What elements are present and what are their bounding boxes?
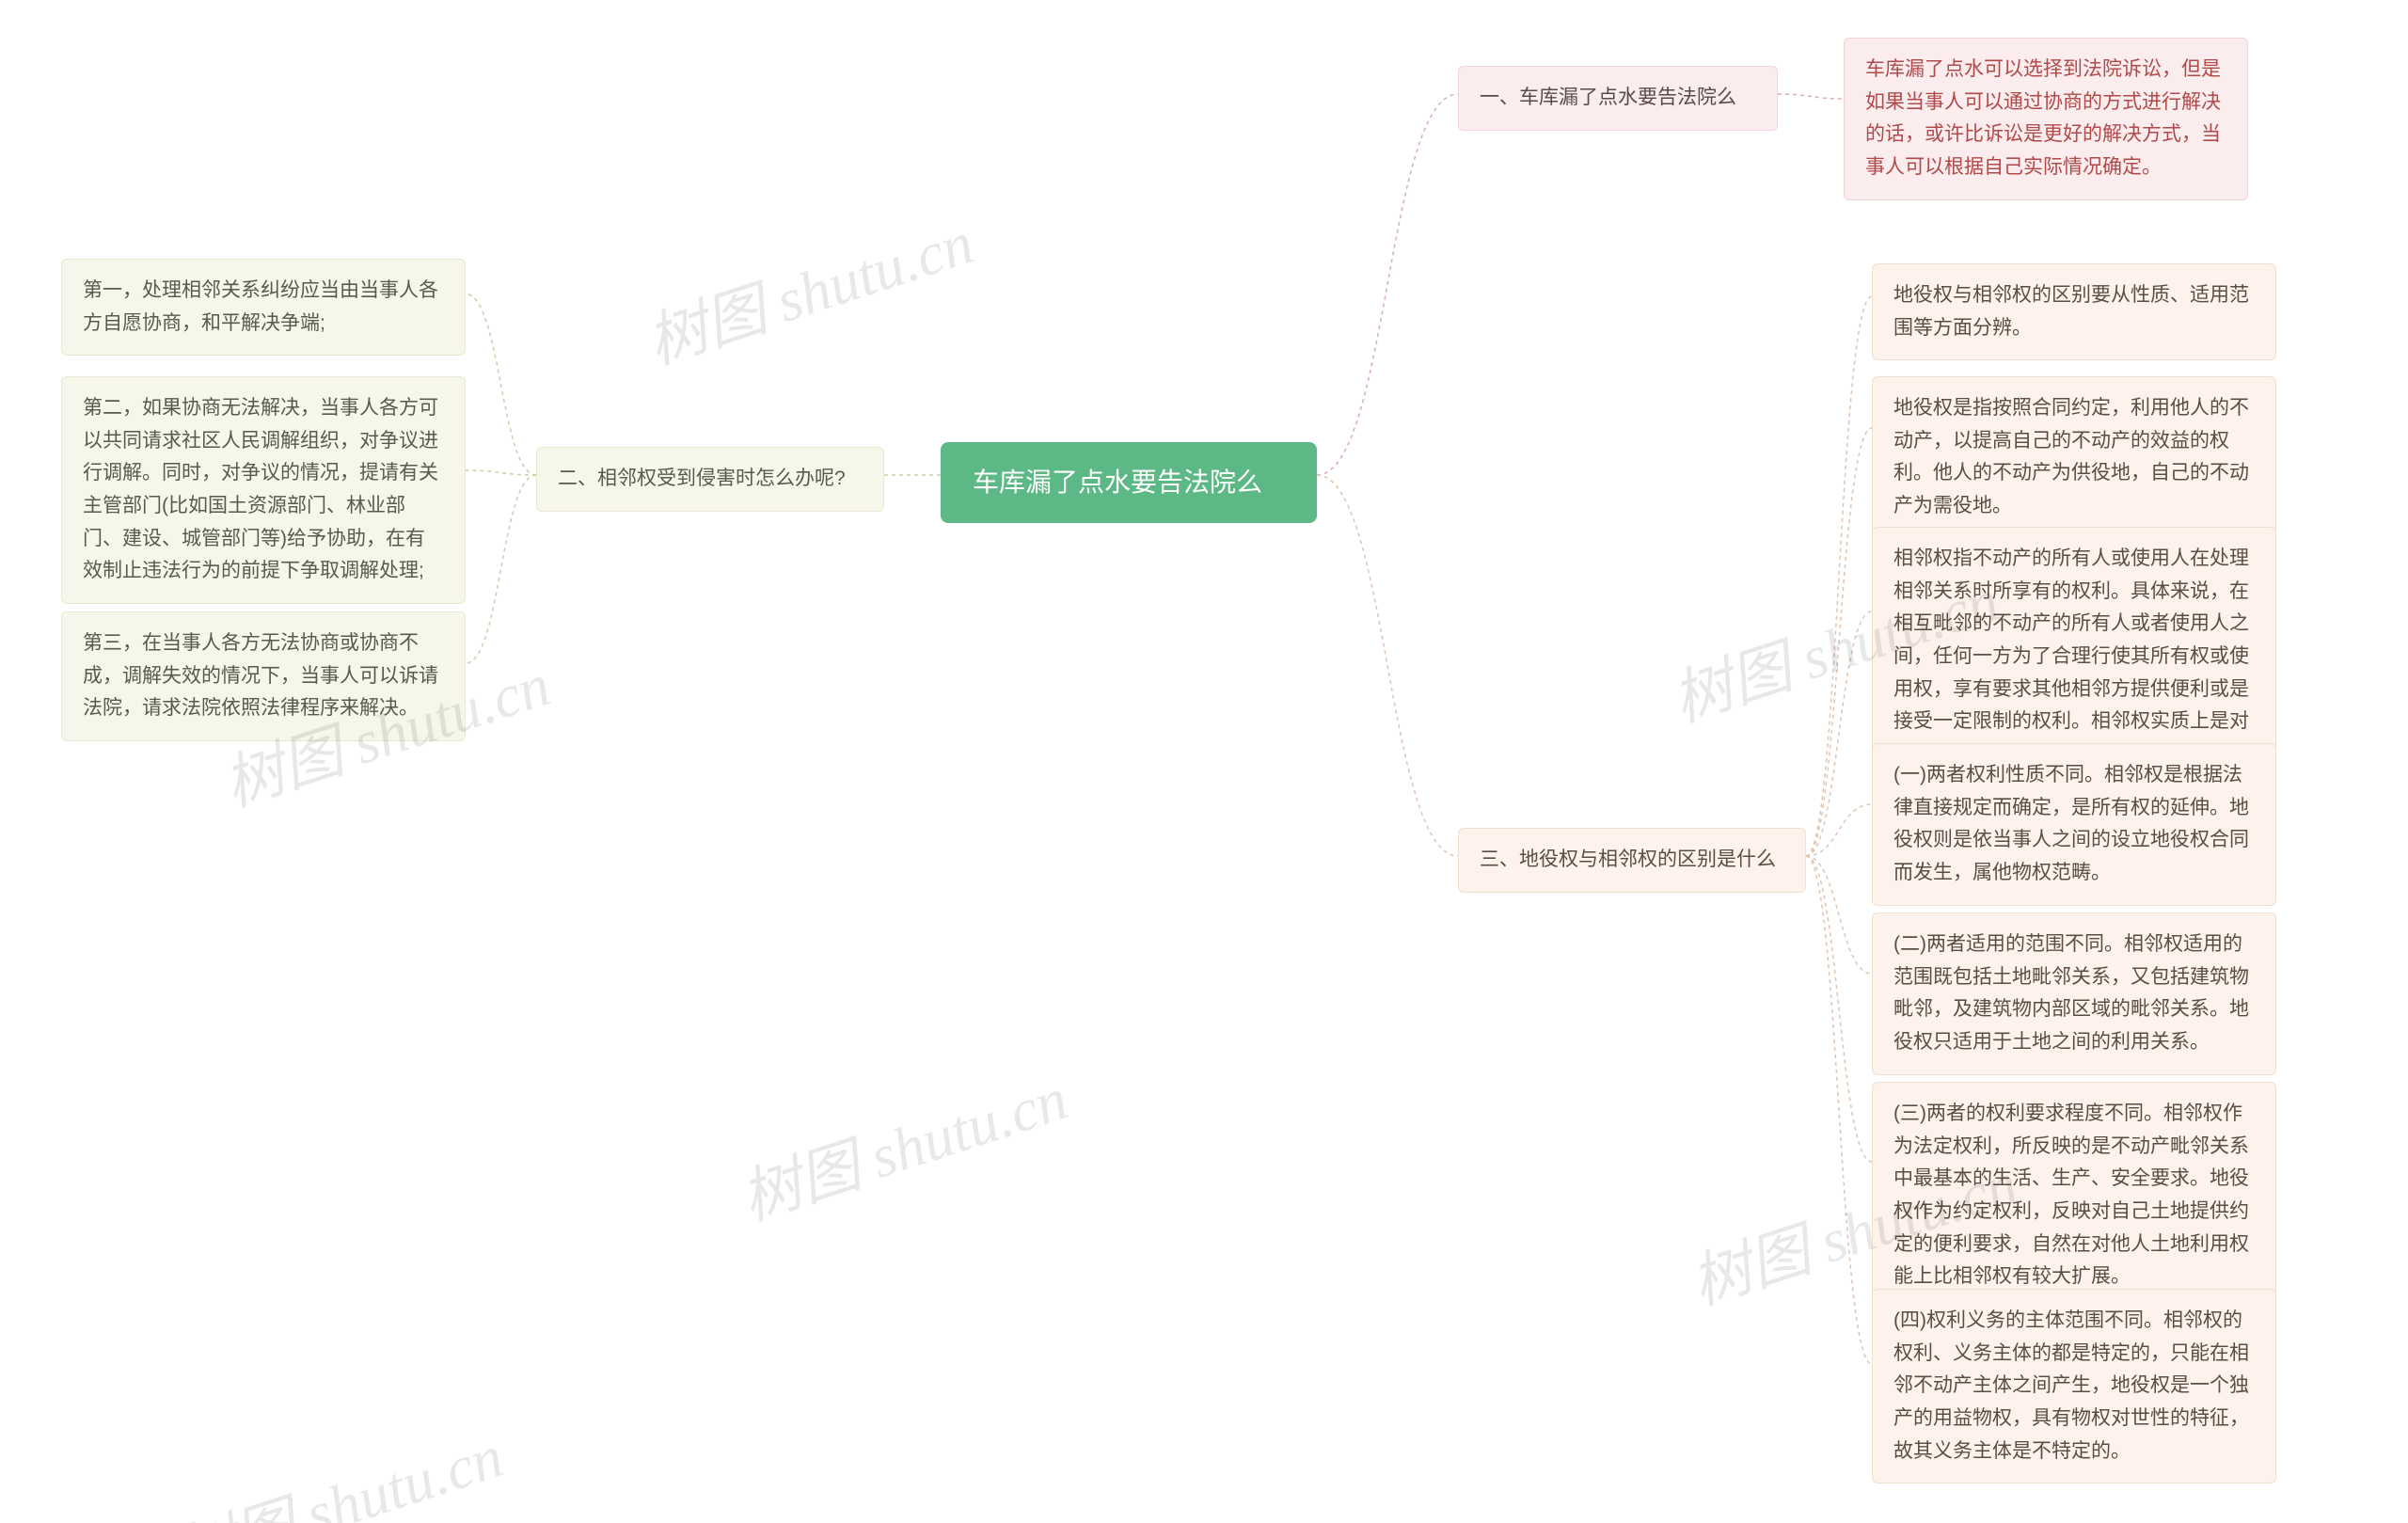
branch-3-leaf-6: (三)两者的权利要求程度不同。相邻权作为法定权利，所反映的是不动产毗邻关系中最基…	[1872, 1082, 2276, 1309]
branch-3-leaf-5: (二)两者适用的范围不同。相邻权适用的范围既包括土地毗邻关系，又包括建筑物毗邻，…	[1872, 912, 2276, 1075]
branch-2-leaf-3: 第三，在当事人各方无法协商或协商不成，调解失效的情况下，当事人可以诉请法院，请求…	[61, 611, 466, 741]
branch-3[interactable]: 三、地役权与相邻权的区别是什么	[1458, 828, 1806, 893]
branch-1[interactable]: 一、车库漏了点水要告法院么	[1458, 66, 1778, 131]
branch-3-leaf-2: 地役权是指按照合同约定，利用他人的不动产，以提高自己的不动产的效益的权利。他人的…	[1872, 376, 2276, 539]
branch-2[interactable]: 二、相邻权受到侵害时怎么办呢?	[536, 447, 884, 512]
root-node[interactable]: 车库漏了点水要告法院么	[941, 442, 1317, 523]
branch-3-leaf-1: 地役权与相邻权的区别要从性质、适用范围等方面分辨。	[1872, 263, 2276, 360]
branch-2-leaf-1: 第一，处理相邻关系纠纷应当由当事人各方自愿协商，和平解决争端;	[61, 259, 466, 356]
branch-3-leaf-4: (一)两者权利性质不同。相邻权是根据法律直接规定而确定，是所有权的延伸。地役权则…	[1872, 743, 2276, 906]
branch-1-leaf-1: 车库漏了点水可以选择到法院诉讼，但是如果当事人可以通过协商的方式进行解决的话，或…	[1844, 38, 2248, 200]
branch-3-leaf-7: (四)权利义务的主体范围不同。相邻权的权利、义务主体的都是特定的，只能在相邻不动…	[1872, 1289, 2276, 1483]
watermark: 树图 shutu.cn	[165, 1408, 513, 1523]
watermark: 树图 shutu.cn	[729, 1051, 1077, 1237]
watermark: 树图 shutu.cn	[635, 195, 983, 381]
branch-2-leaf-2: 第二，如果协商无法解决，当事人各方可以共同请求社区人民调解组织，对争议进行调解。…	[61, 376, 466, 604]
